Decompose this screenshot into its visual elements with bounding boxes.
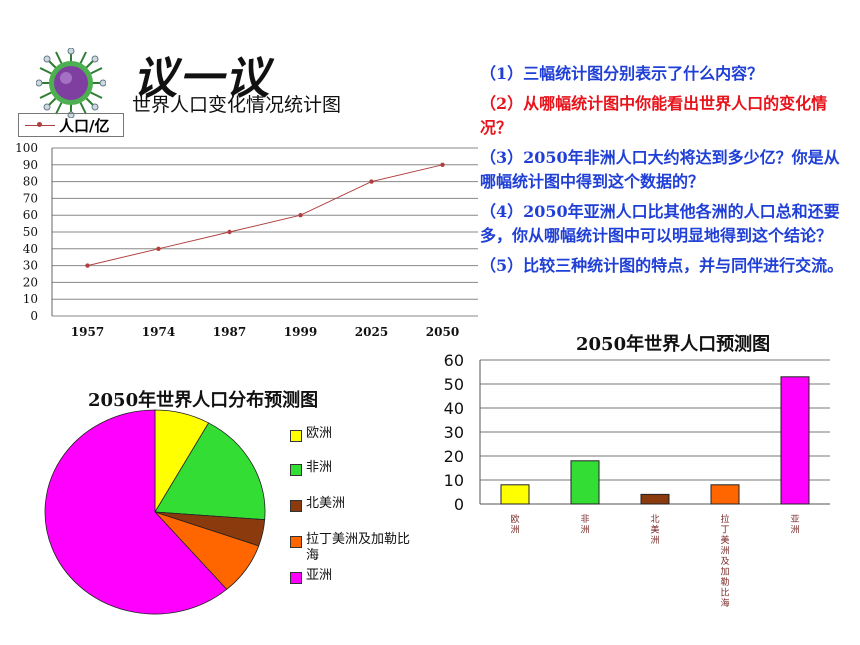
line-legend-label: 人口/亿 bbox=[59, 117, 110, 135]
legend-swatch bbox=[290, 500, 302, 512]
question-5: （5）比较三种统计图的特点，并与同伴进行交流。 bbox=[480, 256, 844, 275]
y-tick-label: 10 bbox=[444, 471, 464, 490]
question-panel: （1）三幅统计图分别表示了什么内容？ （2）从哪幅统计图中你能看出世界人口的变化… bbox=[480, 62, 850, 284]
legend-swatch bbox=[290, 536, 302, 548]
bar bbox=[780, 376, 810, 505]
y-tick-label: 40 bbox=[444, 399, 464, 418]
pie-chart-title: 2050年世界人口分布预测图 bbox=[88, 390, 319, 411]
data-point bbox=[369, 179, 374, 184]
pie-legend-label: 拉丁美洲及加勒比海 bbox=[306, 532, 411, 563]
legend-swatch bbox=[290, 572, 302, 584]
question-2: （2）从哪幅统计图中你能看出世界人口的变化情况？ bbox=[480, 94, 828, 137]
y-tick-label: 40 bbox=[23, 242, 38, 256]
pie-legend-label: 非洲 bbox=[306, 460, 333, 475]
y-tick-label: 10 bbox=[23, 292, 38, 306]
data-point bbox=[227, 229, 232, 235]
y-tick-label: 90 bbox=[23, 158, 38, 172]
bar-chart: 0 10 20 30 40 50 60 欧洲 非洲 北美洲 拉丁美洲及加勒比海 亚洲 bbox=[444, 351, 830, 609]
y-tick-label: 60 bbox=[23, 208, 38, 222]
x-tick-label: 1974 bbox=[142, 325, 175, 339]
data-point bbox=[156, 246, 161, 251]
pie-slice bbox=[154, 422, 266, 521]
series-line bbox=[87, 164, 443, 267]
legend-dot-swatch bbox=[37, 122, 42, 127]
y-tick-label: 30 bbox=[444, 423, 464, 442]
legend-swatch bbox=[290, 464, 302, 476]
y-tick-label: 50 bbox=[23, 225, 38, 239]
y-tick-label: 50 bbox=[444, 375, 464, 394]
y-tick-label: 20 bbox=[444, 447, 464, 466]
x-tick-label: 1987 bbox=[213, 325, 246, 339]
y-tick-label: 60 bbox=[444, 351, 464, 370]
x-tick-label: 2025 bbox=[355, 325, 388, 339]
y-tick-label: 0 bbox=[454, 495, 464, 514]
y-tick-label: 70 bbox=[23, 191, 38, 205]
x-tick-label: 欧洲 bbox=[510, 513, 519, 536]
pie-legend-label: 欧洲 bbox=[306, 426, 333, 441]
x-tick-label: 2050 bbox=[426, 325, 459, 339]
line-chart: 0 10 20 30 40 50 60 70 80 90 100 1957 1974 1987 1999 20… bbox=[15, 141, 478, 339]
question-4: （4）2050年亚洲人口比其他各洲的人口总和还要多，你从哪幅统计图中可以明显地得… bbox=[480, 202, 840, 245]
bar bbox=[710, 484, 740, 505]
x-tick-label: 北美洲 bbox=[650, 514, 659, 546]
line-chart-title: 世界人口变化情况统计图 bbox=[132, 94, 342, 116]
bar bbox=[640, 493, 670, 505]
page-heading: 议一议 bbox=[133, 53, 271, 104]
pie-slice bbox=[44, 409, 228, 615]
y-tick-label: 100 bbox=[15, 141, 38, 155]
x-tick-label: 亚洲 bbox=[790, 514, 799, 536]
y-tick-label: 20 bbox=[23, 275, 38, 289]
data-point bbox=[440, 162, 445, 167]
x-tick-label: 拉丁美洲及加勒比海 bbox=[720, 513, 729, 609]
virus-icon bbox=[36, 48, 106, 118]
pie-chart bbox=[44, 409, 266, 615]
pie-legend-label: 亚洲 bbox=[306, 568, 333, 583]
bar-chart-title: 2050年世界人口预测图 bbox=[576, 334, 771, 355]
line-chart-legend: 人口/亿 bbox=[18, 113, 124, 137]
question-3: （3）2050年非洲人口大约将达到多少亿？你是从哪幅统计图中得到这个数据的？ bbox=[480, 148, 840, 191]
x-tick-label: 非洲 bbox=[580, 513, 589, 536]
x-tick-label: 1999 bbox=[284, 325, 317, 339]
pie-legend-label: 北美洲 bbox=[306, 496, 346, 511]
legend-swatch bbox=[290, 430, 302, 442]
data-point bbox=[85, 263, 90, 268]
y-tick-label: 80 bbox=[23, 175, 38, 189]
y-tick-label: 30 bbox=[23, 259, 38, 273]
data-point bbox=[298, 213, 303, 218]
bar bbox=[500, 484, 530, 505]
question-1: （1）三幅统计图分别表示了什么内容？ bbox=[480, 64, 764, 83]
bar bbox=[570, 460, 600, 505]
x-tick-label: 1957 bbox=[71, 325, 104, 339]
y-tick-label: 0 bbox=[30, 309, 38, 323]
